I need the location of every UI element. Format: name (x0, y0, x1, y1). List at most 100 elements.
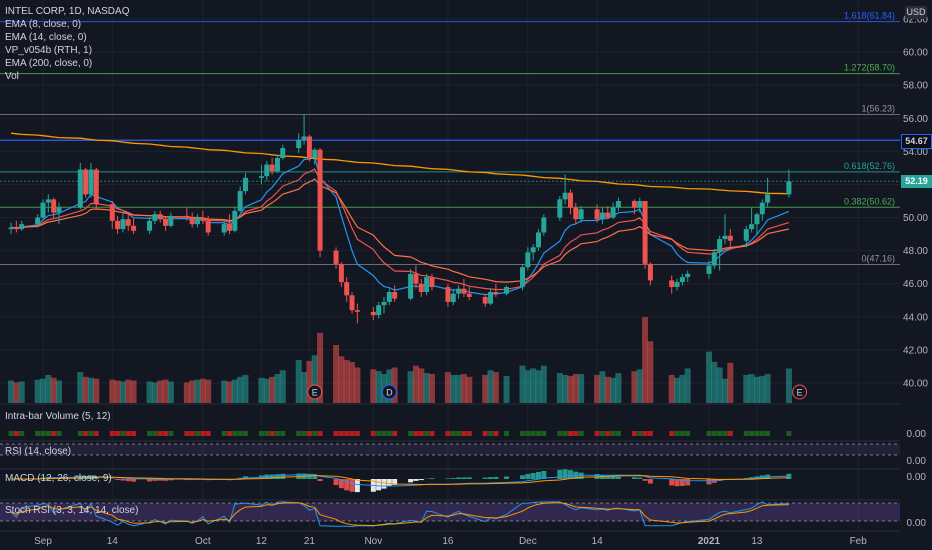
intrabar-bar (83, 431, 89, 436)
time-axis[interactable]: Sep 14 Oct 12 21 Nov 16 Dec 14 2021 13 Feb (0, 532, 932, 550)
candle-body (567, 192, 573, 208)
intrabar-bar (306, 431, 312, 436)
volume-bar (194, 379, 201, 403)
volume-bar (460, 374, 467, 403)
candle-body (205, 220, 211, 233)
macd-hist-bar (749, 477, 755, 479)
symbol-title[interactable]: INTEL CORP, 1D, NASDAQ (5, 6, 130, 17)
candle-body (195, 217, 201, 225)
candle-body (147, 220, 153, 231)
intrabar-bar (562, 431, 568, 436)
volume-bar (642, 317, 649, 403)
vp-legend[interactable]: VP_v054b (RTH, 1) (5, 45, 93, 56)
volume-bar (306, 360, 313, 403)
volume-bar (706, 351, 712, 403)
price-axis[interactable]: 40.0042.0044.0046.0048.0050.0052.0054.00… (900, 0, 932, 550)
candle-body (456, 288, 462, 294)
candle-body (83, 169, 89, 195)
intrabar-bar (274, 431, 280, 436)
ema14-legend[interactable]: EMA (14, close, 0) (5, 32, 87, 43)
macd-hist-bar (450, 478, 456, 479)
macd-hist-bar (567, 470, 573, 479)
intrabar-bar (674, 431, 680, 436)
candle-body (669, 280, 675, 288)
volume-bar (279, 370, 286, 403)
candle-body (615, 201, 621, 208)
intrabar-bar (301, 431, 307, 436)
volume-bar (428, 374, 435, 403)
macd-hist-bar (445, 478, 451, 479)
macd-hist-bar (541, 470, 547, 479)
level-price-tag: 54.67 (901, 134, 932, 149)
macd-hist-bar (168, 479, 174, 481)
volume-bar (82, 376, 89, 403)
time-tick-label: 13 (751, 536, 763, 547)
last-price-tag: 52.19 (901, 175, 932, 188)
ema8-legend[interactable]: EMA (8, close, 0) (5, 19, 82, 30)
macd-hist-bar (147, 479, 153, 482)
candle-body (13, 227, 19, 230)
candle-body (376, 305, 382, 316)
macd-hist-bar (306, 474, 312, 479)
intrabar-bar (77, 431, 83, 436)
volume-bar (524, 370, 531, 403)
volume-bar (711, 361, 718, 403)
macd-hist-bar (163, 479, 169, 481)
time-tick-label: Sep (34, 536, 52, 547)
volume-bar (263, 378, 270, 403)
intrabar-bar (280, 431, 286, 436)
vol-legend[interactable]: Vol (5, 71, 19, 82)
price-tick-label: 54.00 (903, 147, 928, 158)
intrabar-bar (408, 431, 414, 436)
intrabar-bar (392, 431, 398, 436)
event-marker (307, 384, 323, 400)
macd-label[interactable]: MACD (12, 26, close, 9) (5, 473, 112, 484)
candle-body (706, 265, 712, 274)
candle-body (306, 136, 312, 158)
volume-bar (540, 365, 547, 403)
candle-body (722, 235, 728, 240)
intrabar-bar (386, 431, 392, 436)
candle-body (370, 311, 376, 316)
candle-body (221, 224, 227, 233)
volume-bar (482, 374, 489, 403)
macd-hist-bar (109, 478, 115, 479)
candle-body (168, 215, 174, 226)
intrabar-bar (679, 431, 685, 436)
intrabar-bar (157, 431, 163, 436)
time-tick-label: 14 (107, 536, 119, 547)
candle-body (349, 295, 355, 311)
intrabar-bar (429, 431, 435, 436)
volume-bar (349, 361, 356, 403)
volume-bar (556, 373, 563, 403)
price-tick-label: 58.00 (903, 81, 928, 92)
candle-body (610, 207, 616, 218)
ema21-line (10, 178, 790, 283)
volume-bar (674, 377, 681, 403)
event-marker (381, 384, 397, 400)
macd-hist-bar (669, 479, 675, 486)
volume-bar (221, 380, 228, 403)
volume-bar (753, 376, 760, 403)
volume-bar (311, 355, 318, 403)
macd-hist-bar (562, 469, 568, 479)
rsi-label[interactable]: RSI (14, close) (5, 446, 72, 457)
intrabar-bar (168, 431, 174, 436)
currency-badge[interactable]: USD (905, 6, 927, 19)
intrabar-bar (557, 431, 563, 436)
intrabar-bar (120, 431, 126, 436)
volume-bar (503, 375, 510, 403)
stoch-label[interactable]: Stoch RSI (3, 3, 14, 14, close) (5, 505, 139, 516)
candle-body (594, 209, 600, 220)
volume-bar (55, 380, 62, 403)
ema200-legend[interactable]: EMA (200, close, 0) (5, 58, 93, 69)
candle-body (333, 250, 339, 264)
volume-bar (668, 374, 675, 403)
volume-bar (785, 368, 792, 403)
macd-hist-bar (274, 474, 280, 479)
intrabar-bar (264, 431, 270, 436)
intrabar-label[interactable]: Intra-bar Volume (5, 12) (5, 411, 111, 422)
price-tick-label: 44.00 (903, 312, 928, 323)
